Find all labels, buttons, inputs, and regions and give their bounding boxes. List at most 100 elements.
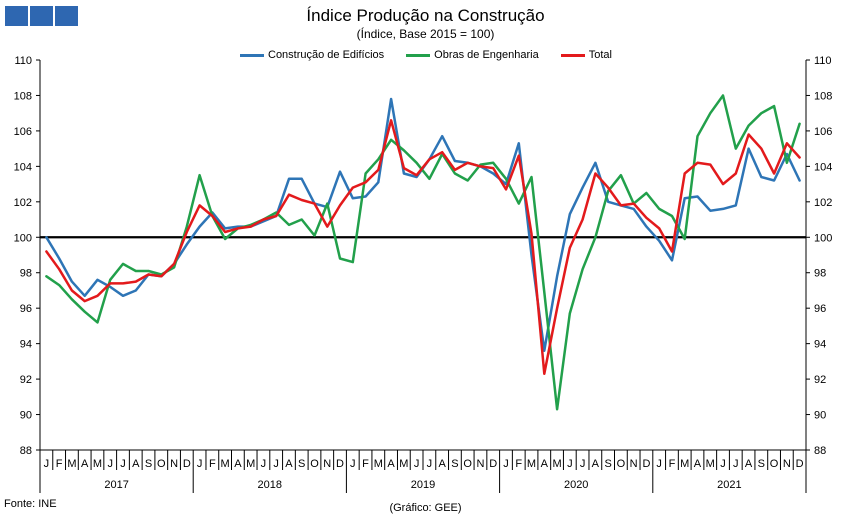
- month-tick-label: F: [515, 458, 522, 470]
- legend-item-engenharia: Obras de Engenharia: [406, 49, 539, 61]
- month-tick-label: A: [592, 458, 600, 470]
- month-tick-label: D: [796, 458, 804, 470]
- y-tick-label-left: 102: [14, 197, 32, 209]
- month-tick-label: O: [310, 458, 319, 470]
- year-tick-label: 2020: [564, 479, 588, 491]
- month-tick-label: O: [157, 458, 166, 470]
- y-tick-label-left: 98: [20, 268, 32, 280]
- month-tick-label: M: [399, 458, 408, 470]
- y-tick-label-left: 100: [14, 232, 32, 244]
- month-tick-label: N: [783, 458, 791, 470]
- month-tick-label: N: [170, 458, 178, 470]
- month-tick-label: J: [350, 458, 356, 470]
- year-tick-label: 2021: [717, 479, 741, 491]
- month-tick-label: D: [336, 458, 344, 470]
- y-tick-label-right: 92: [814, 374, 826, 386]
- month-tick-label: M: [680, 458, 689, 470]
- series-line-total: [45, 119, 801, 376]
- y-tick-label-right: 90: [814, 410, 826, 422]
- month-tick-label: J: [733, 458, 739, 470]
- y-tick-label-right: 98: [814, 268, 826, 280]
- chart-legend: Construção de Edifícios Obras de Engenha…: [240, 49, 612, 61]
- month-tick-label: J: [503, 458, 509, 470]
- month-tick-label: A: [745, 458, 753, 470]
- y-tick-label-left: 94: [20, 339, 32, 351]
- month-tick-label: S: [145, 458, 152, 470]
- month-tick-label: A: [541, 458, 549, 470]
- logo-block: [5, 6, 28, 26]
- month-tick-label: M: [246, 458, 255, 470]
- month-tick-label: S: [758, 458, 765, 470]
- month-tick-label: S: [604, 458, 611, 470]
- credit-note: (Gráfico: GEE): [389, 502, 462, 514]
- series-line-engenharia: [45, 94, 801, 411]
- legend-swatch-edificios: [240, 53, 264, 57]
- y-tick-label-right: 96: [814, 303, 826, 315]
- month-tick-label: J: [197, 458, 203, 470]
- month-tick-label: J: [107, 458, 113, 470]
- month-tick-label: O: [617, 458, 626, 470]
- month-tick-label: M: [67, 458, 76, 470]
- y-tick-label-right: 108: [814, 90, 832, 102]
- y-tick-label-left: 88: [20, 445, 32, 457]
- month-tick-label: M: [527, 458, 536, 470]
- y-tick-label-right: 94: [814, 339, 826, 351]
- y-tick-label-left: 108: [14, 90, 32, 102]
- month-tick-label: A: [81, 458, 89, 470]
- month-tick-label: N: [323, 458, 331, 470]
- month-tick-label: J: [44, 458, 50, 470]
- legend-swatch-total: [560, 53, 585, 57]
- gee-logo: [5, 6, 80, 26]
- month-tick-label: J: [720, 458, 726, 470]
- month-tick-label: J: [414, 458, 420, 470]
- month-tick-label: D: [642, 458, 650, 470]
- legend-label-edificios: Construção de Edifícios: [268, 49, 385, 61]
- month-tick-label: J: [580, 458, 586, 470]
- legend-label-engenharia: Obras de Engenharia: [434, 49, 539, 61]
- month-tick-label: D: [183, 458, 191, 470]
- month-tick-label: M: [374, 458, 383, 470]
- y-tick-label-left: 96: [20, 303, 32, 315]
- month-tick-label: S: [451, 458, 458, 470]
- y-tick-label-right: 104: [814, 161, 832, 173]
- month-tick-label: M: [221, 458, 230, 470]
- y-tick-label-left: 90: [20, 410, 32, 422]
- month-tick-label: J: [427, 458, 433, 470]
- y-tick-label-right: 102: [814, 197, 832, 209]
- month-tick-label: J: [656, 458, 662, 470]
- month-tick-label: S: [298, 458, 305, 470]
- legend-swatch-engenharia: [406, 53, 431, 57]
- month-tick-label: O: [770, 458, 779, 470]
- y-tick-label-right: 100: [814, 232, 832, 244]
- month-tick-label: M: [706, 458, 715, 470]
- y-tick-label-left: 110: [14, 55, 32, 67]
- month-tick-label: J: [273, 458, 279, 470]
- month-tick-label: A: [132, 458, 140, 470]
- month-tick-label: J: [261, 458, 267, 470]
- month-tick-label: N: [476, 458, 484, 470]
- month-tick-label: A: [387, 458, 395, 470]
- month-tick-label: M: [552, 458, 561, 470]
- y-tick-label-left: 104: [14, 161, 32, 173]
- month-tick-label: A: [438, 458, 446, 470]
- chart-subtitle: (Índice, Base 2015 = 100): [356, 27, 495, 41]
- month-tick-label: F: [669, 458, 676, 470]
- month-tick-label: M: [93, 458, 102, 470]
- y-tick-label-right: 88: [814, 445, 826, 457]
- legend-item-total: Total: [560, 49, 612, 61]
- year-tick-label: 2018: [258, 479, 282, 491]
- legend-label-total: Total: [588, 49, 612, 61]
- month-tick-label: F: [56, 458, 63, 470]
- month-tick-label: N: [630, 458, 638, 470]
- month-tick-label: J: [120, 458, 126, 470]
- month-tick-label: J: [567, 458, 573, 470]
- month-tick-label: A: [285, 458, 293, 470]
- year-tick-label: 2019: [411, 479, 435, 491]
- logo-block: [30, 6, 53, 26]
- month-tick-label: F: [362, 458, 369, 470]
- chart-title: Índice Produção na Construção: [306, 6, 545, 25]
- month-tick-label: D: [489, 458, 497, 470]
- legend-item-edificios: Construção de Edifícios: [240, 49, 384, 61]
- y-tick-label-right: 106: [814, 126, 832, 138]
